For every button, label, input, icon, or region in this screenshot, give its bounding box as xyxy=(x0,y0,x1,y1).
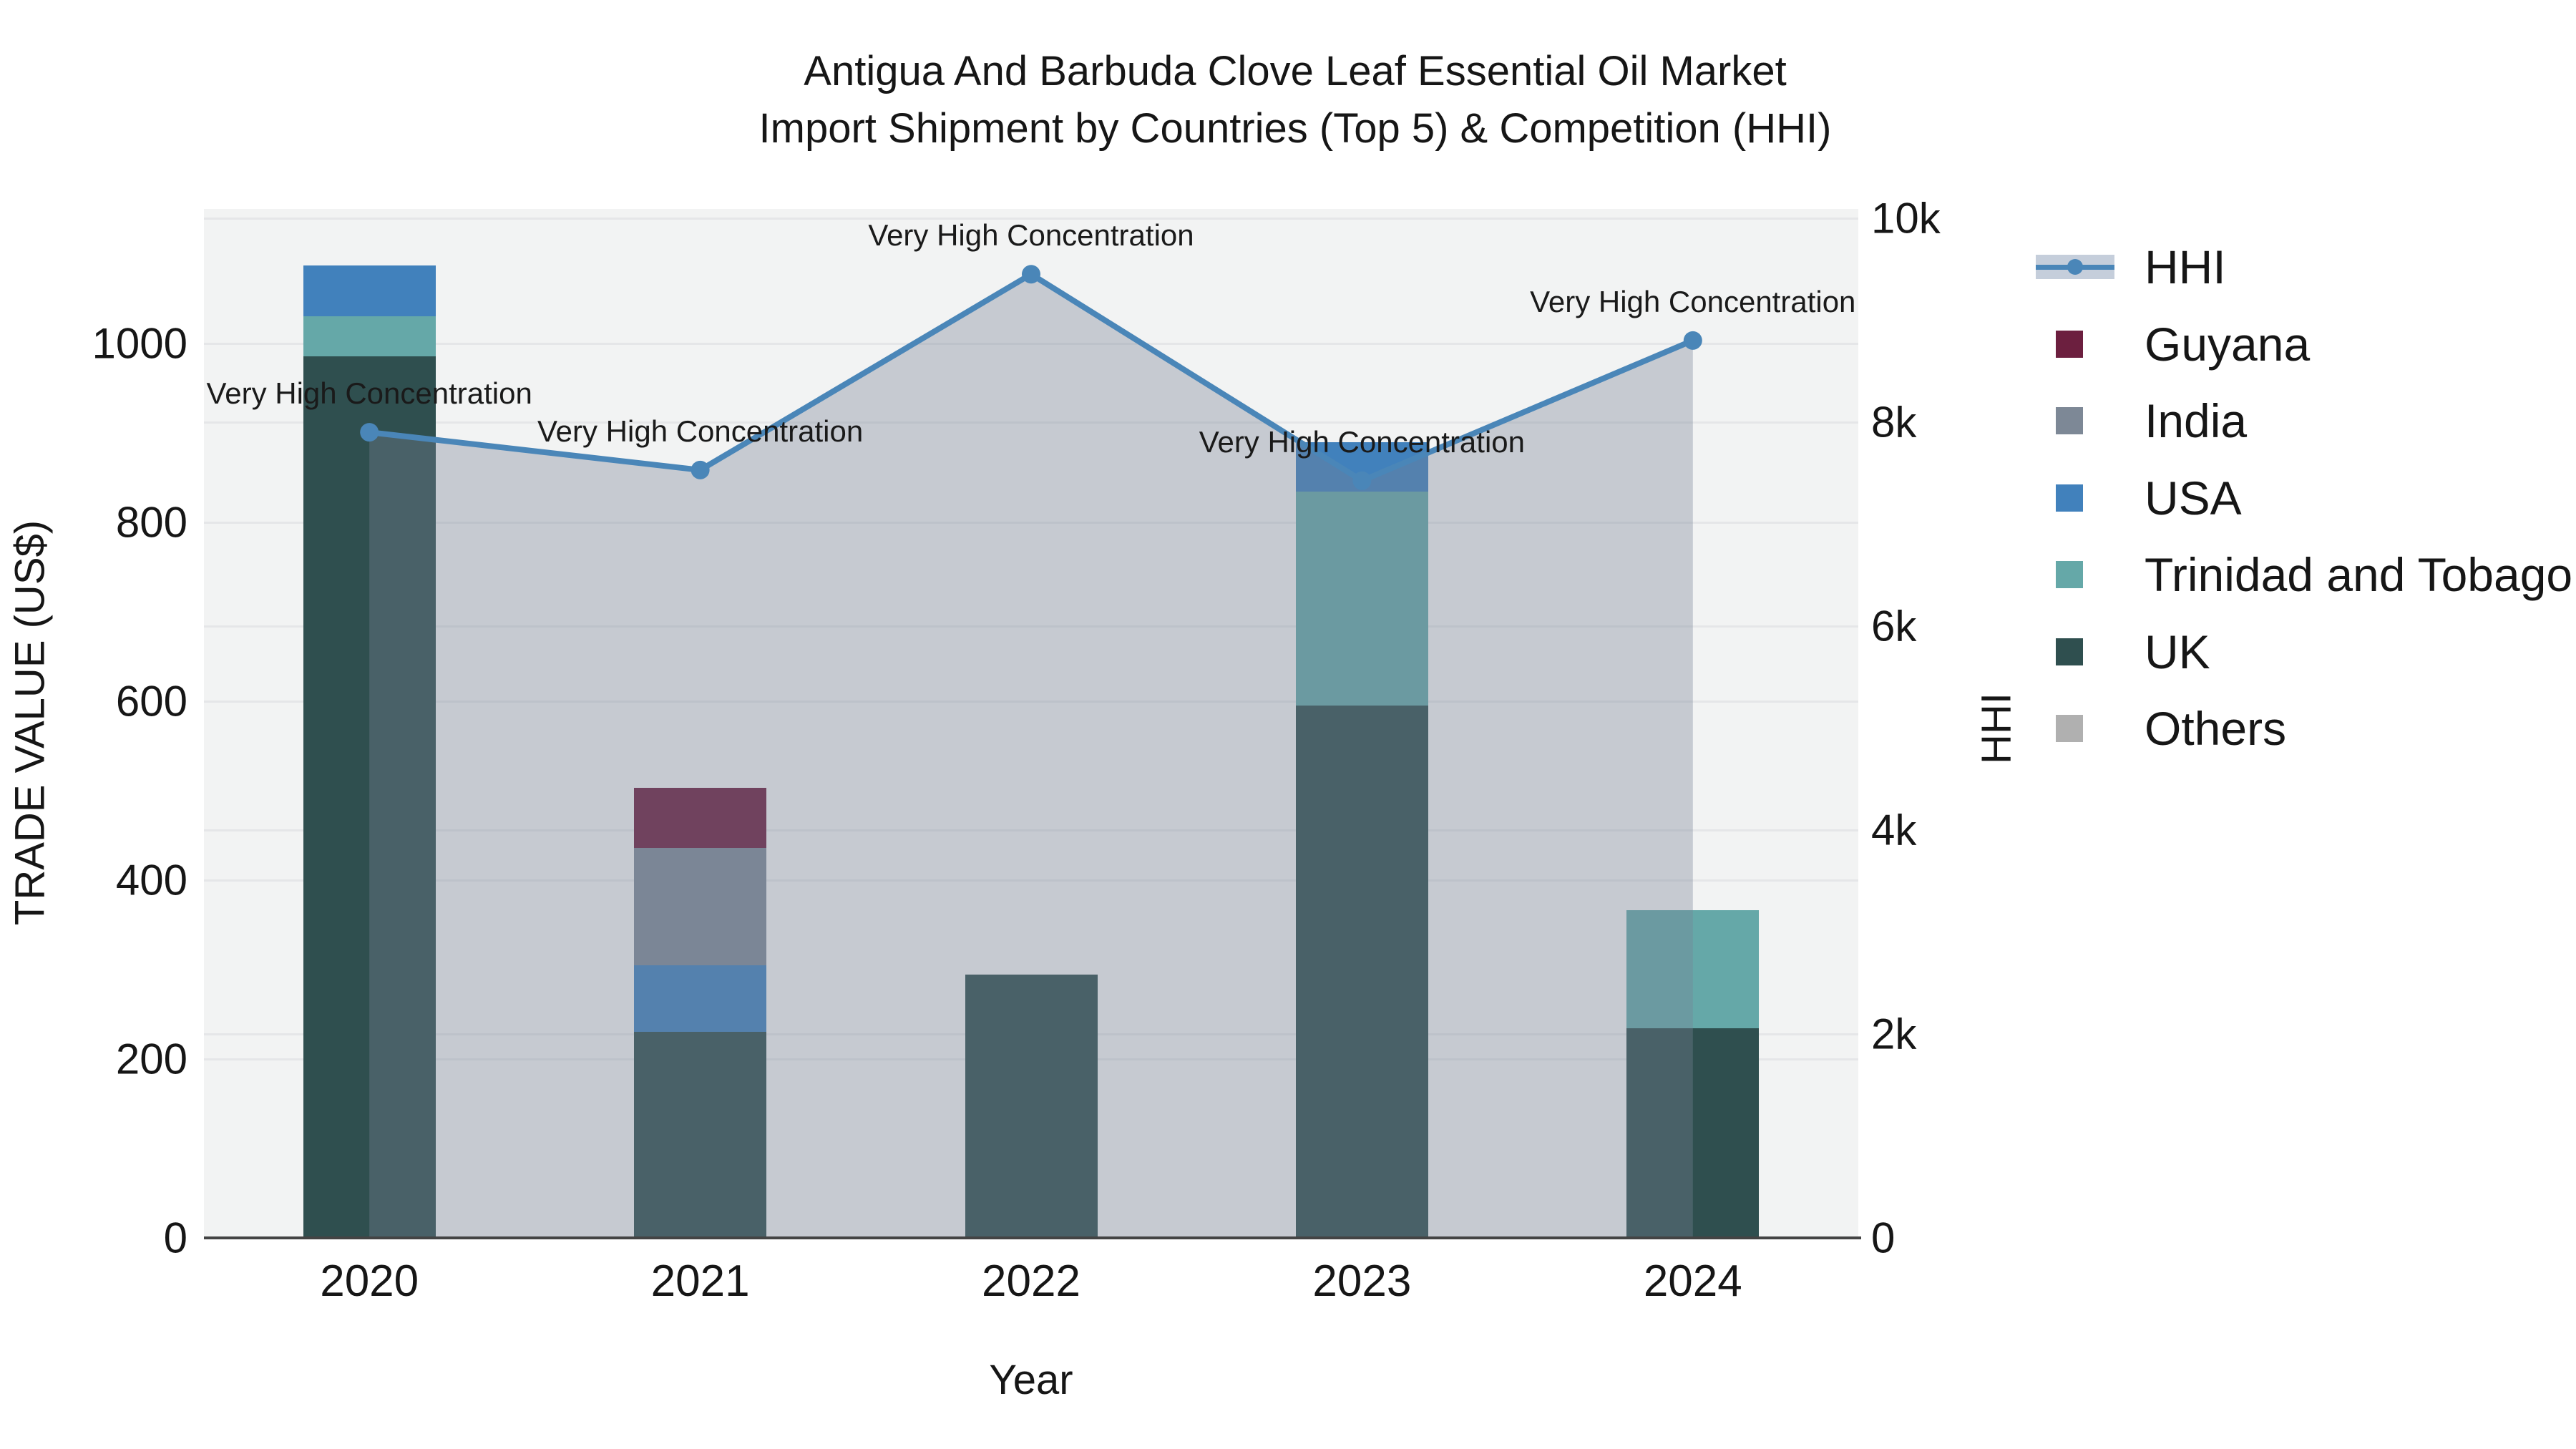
bar-uk-2023[interactable] xyxy=(1295,705,1428,1238)
bar-india-2021[interactable] xyxy=(634,847,767,965)
annotation-2021: Very High Concentration xyxy=(537,414,864,448)
gridline-left xyxy=(204,879,1858,882)
legend-color-square xyxy=(2056,561,2083,588)
legend-swatch-icon xyxy=(2036,477,2114,519)
bar-trinidad-and-tobago-2023[interactable] xyxy=(1295,492,1428,706)
annotation-2023: Very High Concentration xyxy=(1199,424,1526,459)
legend-color-square xyxy=(2056,638,2083,665)
y-left-tick-200: 200 xyxy=(115,1035,187,1083)
bar-guyana-2021[interactable] xyxy=(634,788,767,848)
x-tick-2024[interactable]: 2024 xyxy=(1643,1257,1742,1306)
gridline-right xyxy=(204,217,1858,220)
x-tick-2020[interactable]: 2020 xyxy=(320,1257,419,1306)
bar-usa-2020[interactable] xyxy=(303,265,436,317)
legend-item-guyana[interactable]: Guyana xyxy=(2036,306,2310,382)
legend-hhi-marker xyxy=(2067,259,2083,275)
gridline-left xyxy=(204,521,1858,524)
bar-uk-2021[interactable] xyxy=(634,1032,767,1238)
y-left-tick-0: 0 xyxy=(163,1214,187,1262)
bar-uk-2020[interactable] xyxy=(303,356,436,1238)
legend-swatch-icon xyxy=(2036,399,2114,442)
gridline-right xyxy=(204,421,1858,424)
annotation-2022: Very High Concentration xyxy=(868,218,1194,253)
x-tick-2022[interactable]: 2022 xyxy=(982,1257,1080,1306)
legend-item-others[interactable]: Others xyxy=(2036,691,2286,766)
bar-uk-2022[interactable] xyxy=(965,975,1098,1238)
legend-label: UK xyxy=(2145,625,2210,678)
y-left-tick-400: 400 xyxy=(115,856,187,904)
bar-trinidad-and-tobago-2024[interactable] xyxy=(1626,910,1760,1029)
y-left-tick-800: 800 xyxy=(115,498,187,547)
chart-title-line1: Antigua And Barbuda Clove Leaf Essential… xyxy=(804,48,1787,94)
legend-label: Guyana xyxy=(2145,317,2311,371)
y-right-tick-8k: 8k xyxy=(1871,398,1917,447)
hhi-marker-2023[interactable] xyxy=(1352,471,1372,490)
hhi-line-layer xyxy=(360,265,1702,1239)
bar-trinidad-and-tobago-2020[interactable] xyxy=(303,316,436,357)
legend-label: Others xyxy=(2145,702,2287,755)
hhi-marker-2022[interactable] xyxy=(1022,265,1040,284)
legend-label: HHI xyxy=(2145,240,2226,293)
hhi-marker-2024[interactable] xyxy=(1683,331,1702,350)
y-right-tick-6k: 6k xyxy=(1871,602,1917,650)
legend-item-trinidad-and-tobago[interactable]: Trinidad and Tobago xyxy=(2036,537,2572,613)
hhi-marker-2020[interactable] xyxy=(360,423,379,442)
y-right-tick-2k: 2k xyxy=(1871,1010,1917,1058)
annotation-2024: Very High Concentration xyxy=(1530,284,1856,318)
gridline-right xyxy=(204,829,1858,831)
legend-swatch-icon xyxy=(2036,553,2114,596)
annotation-2020: Very High Concentration xyxy=(206,376,532,411)
gridline-right xyxy=(204,625,1858,628)
y-right-tick-10k: 10k xyxy=(1871,194,1941,243)
legend-color-square xyxy=(2056,484,2083,512)
chart-title-line2: Import Shipment by Countries (Top 5) & C… xyxy=(758,105,1832,152)
legend-item-hhi[interactable]: HHI xyxy=(2036,229,2226,305)
legend-hhi-line-icon xyxy=(2036,245,2114,288)
y-axis-left-title: TRADE VALUE (US$) xyxy=(6,519,54,926)
y-left-tick-1000: 1000 xyxy=(92,319,187,368)
legend-color-square xyxy=(2056,330,2083,358)
bar-uk-2024[interactable] xyxy=(1626,1028,1760,1238)
legend-swatch-icon xyxy=(2036,707,2114,750)
gridline-left xyxy=(204,700,1858,703)
legend-swatch-icon xyxy=(2036,323,2114,366)
x-axis-line xyxy=(204,1236,1861,1239)
hhi-marker-2021[interactable] xyxy=(691,460,710,479)
legend-item-uk[interactable]: UK xyxy=(2036,614,2210,690)
y-right-tick-0: 0 xyxy=(1871,1214,1896,1262)
legend-label: USA xyxy=(2145,471,2242,525)
legend-label: Trinidad and Tobago xyxy=(2145,548,2573,601)
y-axis-right-title: HHI xyxy=(1973,693,2020,764)
x-tick-2021[interactable]: 2021 xyxy=(650,1257,750,1306)
gridline-left xyxy=(204,342,1858,345)
chart-title: Antigua And Barbuda Clove Leaf Essential… xyxy=(759,43,1832,157)
y-left-tick-600: 600 xyxy=(115,677,187,726)
legend-swatch-icon xyxy=(2036,630,2114,673)
y-right-tick-4k: 4k xyxy=(1871,806,1917,854)
hhi-area-fill xyxy=(369,274,1693,1239)
legend-color-square xyxy=(2056,407,2083,434)
legend-label: India xyxy=(2145,394,2248,447)
legend-item-india[interactable]: India xyxy=(2036,383,2247,459)
x-axis-title: Year xyxy=(989,1357,1073,1403)
legend-color-square xyxy=(2056,715,2083,742)
bar-usa-2021[interactable] xyxy=(634,965,767,1033)
legend-item-usa[interactable]: USA xyxy=(2036,460,2242,536)
x-tick-2023[interactable]: 2023 xyxy=(1312,1257,1412,1306)
